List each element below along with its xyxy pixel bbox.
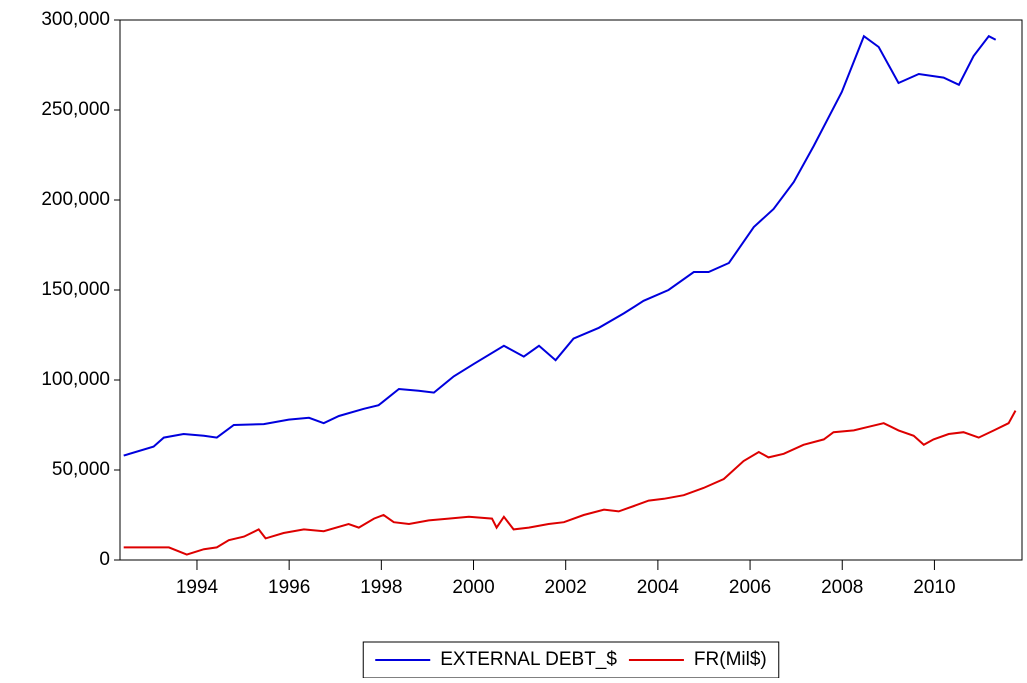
legend-label: EXTERNAL DEBT_$ (440, 649, 617, 670)
plot-frame (119, 19, 1023, 561)
series-line (123, 34, 997, 457)
x-tick-label: 2002 (545, 577, 587, 598)
y-tick-label: 300,000 (41, 9, 110, 30)
y-tick-label: 200,000 (41, 189, 110, 210)
series-line (123, 410, 1017, 556)
x-tick-label: 2004 (637, 577, 680, 598)
x-tick-label: 1996 (268, 577, 310, 598)
x-tick-label: 2008 (821, 577, 863, 598)
x-tick-label: 1994 (176, 577, 219, 598)
y-tick-label: 0 (99, 549, 110, 570)
y-tick-label: 250,000 (41, 99, 110, 120)
x-tick-label: 2010 (913, 577, 955, 598)
y-tick-label: 100,000 (41, 369, 110, 390)
x-tick-label: 2000 (452, 577, 494, 598)
x-tick-label: 2006 (729, 577, 771, 598)
x-tick-label: 1998 (360, 577, 402, 598)
legend-label: FR(Mil$) (694, 649, 767, 670)
y-tick-label: 50,000 (52, 459, 110, 480)
y-tick-label: 150,000 (41, 279, 110, 300)
